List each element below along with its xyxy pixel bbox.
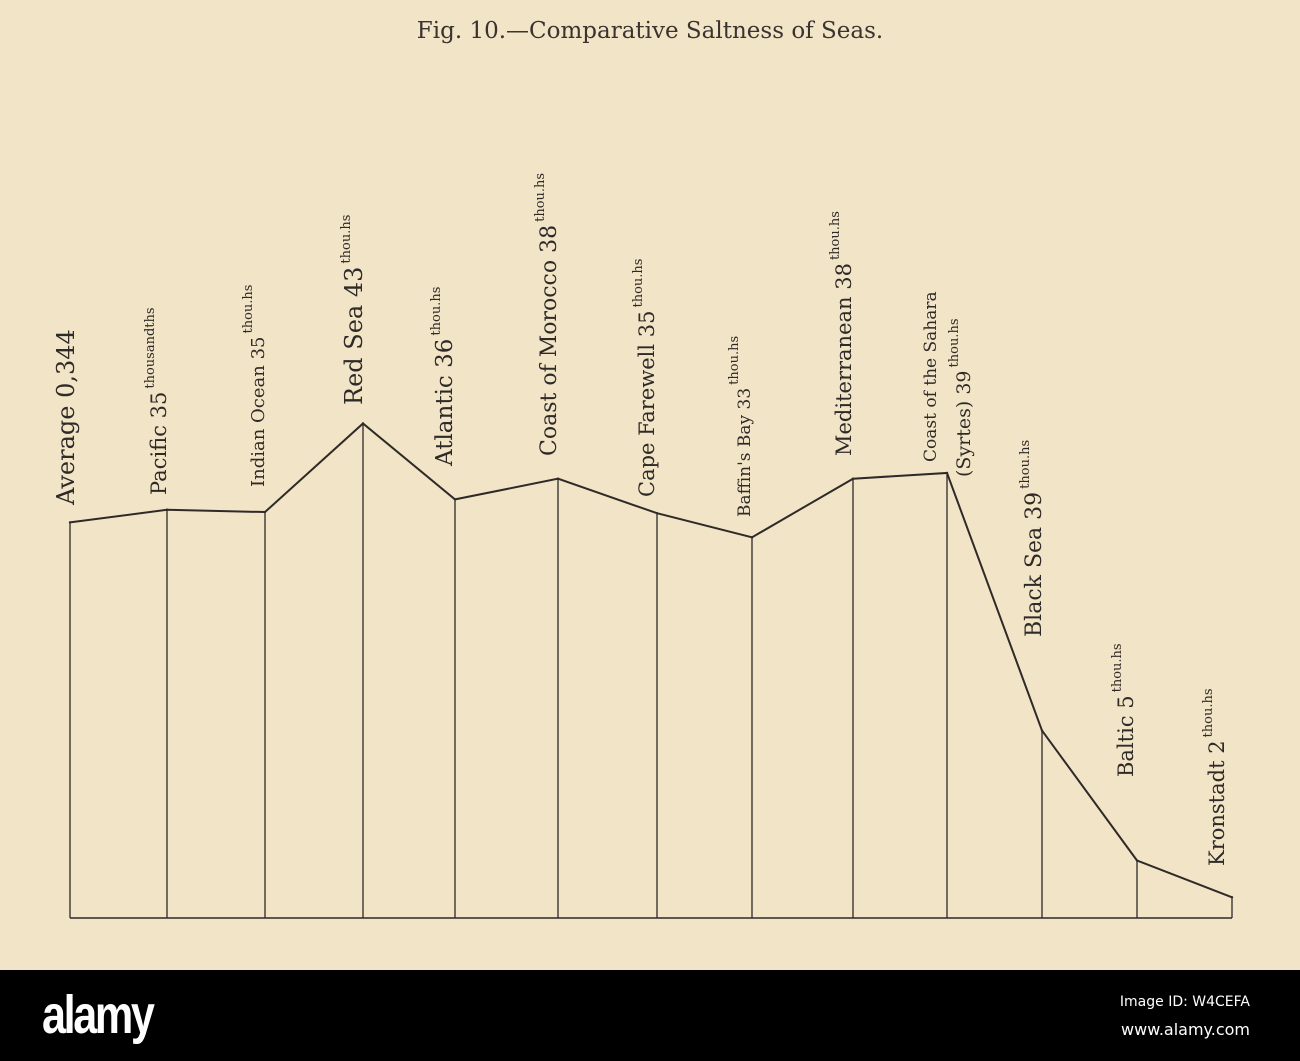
data-point-6 [655, 512, 659, 515]
data-point-9 [945, 471, 949, 475]
category-label-8: Mediterranean 38 thou.hs [828, 211, 856, 456]
data-point-11 [1135, 859, 1139, 862]
data-point-7 [750, 536, 754, 539]
chart-title: Fig. 10.—Comparative Saltness of Seas. [417, 18, 883, 44]
alamy-logo: alamy [42, 985, 155, 1045]
data-point-4 [453, 498, 457, 501]
label-superscript: thou.hs [631, 259, 646, 308]
category-label-1: Pacific 35 thousandths [143, 307, 171, 495]
label-text: Mediterranean 38 [832, 263, 856, 456]
label-superscript: thou.hs [1201, 688, 1216, 737]
label-text: Black Sea 39 [1022, 492, 1047, 637]
category-label-0: Average 0,344 [52, 329, 80, 506]
label-superscript: thou.hs [727, 336, 742, 385]
data-point-2 [263, 510, 267, 514]
data-point-10 [1040, 729, 1044, 732]
category-label-10: Black Sea 39 thou.hs [1018, 440, 1047, 637]
label-text: Coast of Morocco 38 [537, 225, 562, 456]
label-text: Red Sea 43 [340, 267, 368, 405]
label-text: Kronstadt 2 [1205, 740, 1229, 866]
label-text: Pacific 35 [147, 392, 171, 495]
label-text: Average 0,344 [52, 329, 80, 506]
data-point-1 [165, 508, 169, 511]
label-text: Atlantic 36 [432, 339, 458, 467]
data-point-8 [851, 477, 855, 480]
label-superscript: thou.hs [241, 285, 256, 334]
data-point-3 [361, 422, 365, 425]
category-label-6: Cape Farewell 35 thou.hs [631, 259, 659, 497]
label-text: Indian Ocean 35 [248, 337, 269, 487]
category-label-4: Atlantic 36 thou.hs [429, 287, 458, 467]
data-point-5 [556, 477, 560, 480]
image-id: Image ID: W4CEFA [1119, 994, 1250, 1010]
label-text: Baltic 5 [1114, 695, 1138, 777]
label-superscript: thousandths [143, 307, 158, 388]
category-label-11: Baltic 5 thou.hs [1110, 643, 1138, 777]
label-text: Coast of the Sahara [921, 291, 941, 462]
label-superscript: thou.hs [429, 287, 444, 336]
label-text: (Syrtes) 39 [953, 370, 975, 477]
category-label-2: Indian Ocean 35 thou.hs [241, 285, 269, 487]
category-label-3: Red Sea 43 thou.hs [339, 215, 368, 405]
label-superscript: thou.hs [947, 319, 962, 368]
label-superscript: thou.hs [339, 215, 354, 264]
saltness-chart: Fig. 10.—Comparative Saltness of Seas. A… [52, 18, 1234, 919]
label-text: Baffin's Bay 33 [735, 388, 755, 517]
data-point-12 [1230, 896, 1234, 899]
watermark-footer: alamy Image ID: W4CEFA www.alamy.com [0, 970, 1300, 1061]
category-label-12: Kronstadt 2 thou.hs [1201, 688, 1229, 866]
category-label-9: Coast of the Sahara [921, 291, 941, 462]
category-label-7: Baffin's Bay 33 thou.hs [727, 336, 755, 517]
category-label-syrtes: (Syrtes) 39 thou.hs [947, 319, 975, 478]
label-superscript: thou.hs [1018, 440, 1033, 489]
site-url: www.alamy.com [1121, 1020, 1250, 1039]
category-label-5: Coast of Morocco 38 thou.hs [533, 173, 562, 456]
label-superscript: thou.hs [828, 211, 843, 260]
label-superscript: thou.hs [533, 173, 548, 222]
label-text: Cape Farewell 35 [635, 311, 659, 498]
label-superscript: thou.hs [1110, 643, 1125, 692]
data-point-0 [68, 521, 72, 524]
